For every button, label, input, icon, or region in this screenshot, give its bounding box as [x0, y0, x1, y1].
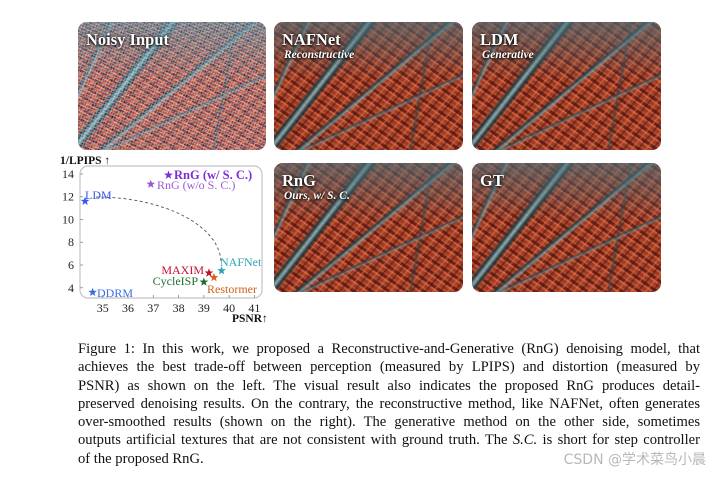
x-tick-label: 41 [248, 301, 260, 315]
panel-title: LDM [480, 30, 519, 49]
x-tick-label: 39 [198, 301, 210, 315]
panel-nafnet: NAFNet Reconstructive [274, 22, 463, 150]
caption-line: over-smoothed results (shown on the righ… [78, 414, 700, 431]
rng-result-image [274, 163, 463, 292]
caption-italic-term: S.C. [512, 432, 538, 449]
star-point-rng-w-o-s-c [146, 179, 156, 188]
nafnet-result-image [274, 22, 463, 150]
caption-text: outputs artificial textures that are not… [78, 432, 513, 449]
point-label-restormer: Restormer [207, 282, 257, 296]
panel-title: GT [480, 171, 504, 190]
y-tick-label: 4 [68, 281, 74, 295]
caption-line: outputs artificial textures that are not… [78, 431, 700, 449]
y-tick-label: 14 [62, 167, 74, 181]
figure-caption: Figure 1: In this work, we proposed a Re… [78, 340, 700, 468]
panel-noisy-input: Noisy Input [78, 22, 266, 150]
x-tick-label: 35 [97, 301, 109, 315]
panel-subtitle: Ours, w/ S. C. [284, 190, 350, 202]
panel-title: NAFNet [282, 30, 341, 49]
point-label-maxim: MAXIM [161, 263, 204, 277]
caption-line: PSNR) as shown on the left. The visual r… [78, 377, 700, 394]
x-axis-label: PSNR↑ [232, 313, 268, 325]
x-tick-label: 37 [147, 301, 159, 315]
caption-line: achieves the best trade-off between perc… [78, 359, 700, 376]
caption-line: Figure 1: In this work, we proposed a Re… [78, 341, 700, 357]
panel-ldm: LDM Generative [472, 22, 661, 150]
trade-off-curve [95, 196, 222, 264]
caption-line: of the proposed RnG. [78, 450, 204, 467]
y-tick-label: 8 [68, 235, 74, 249]
panel-ground-truth: GT [472, 163, 661, 292]
point-label-rng-with-sc: RnG (w/ S. C.) [174, 168, 252, 182]
panel-subtitle: Generative [482, 49, 534, 61]
panel-title: RnG [282, 171, 316, 190]
star-point-restormer [209, 272, 219, 282]
axis-ticks: 35 36 37 38 39 40 41 4 6 8 10 12 14 [62, 167, 260, 315]
watermark: CSDN @学术菜鸟小晨 [563, 452, 706, 468]
point-label-ldm: LDM [85, 188, 112, 202]
panel-title: Noisy Input [86, 30, 169, 49]
caption-line: preserved denoising results. On the cont… [78, 395, 700, 412]
y-tick-label: 6 [68, 258, 74, 272]
star-point-nafnet [217, 266, 226, 275]
star-point-ldm [80, 196, 90, 205]
y-axis-label: 1/LPIPS ↑ [60, 155, 110, 167]
point-label-ddrm: DDRM [97, 286, 133, 300]
noisy-input-image [78, 22, 266, 150]
x-tick-label: 38 [173, 301, 185, 315]
star-point-maxim [204, 268, 214, 277]
star-point-rng-w-s-c [164, 170, 173, 179]
ground-truth-image [472, 163, 661, 292]
ldm-result-image [472, 22, 661, 150]
point-label-nafnet: NAFNet [220, 255, 262, 269]
panel-rng: RnG Ours, w/ S. C. [274, 163, 463, 292]
point-label-rng-without-sc: RnG (w/o S. C.) [157, 178, 235, 192]
y-tick-label: 10 [62, 212, 74, 226]
x-tick-label: 36 [122, 301, 134, 315]
panel-subtitle: Reconstructive [284, 49, 355, 61]
y-tick-label: 12 [62, 190, 74, 204]
point-label-cycleisp: CycleISP [153, 274, 199, 288]
data-points [80, 170, 226, 297]
star-point-cycleisp [199, 277, 209, 286]
caption-text: is short for step controller [537, 432, 701, 449]
perception-distortion-chart: 1/LPIPS ↑ 35 36 37 38 39 40 41 4 6 8 10 12 14 LDM Rn… [60, 155, 268, 325]
star-point-ddrm [88, 287, 98, 297]
x-tick-label: 40 [223, 301, 235, 315]
